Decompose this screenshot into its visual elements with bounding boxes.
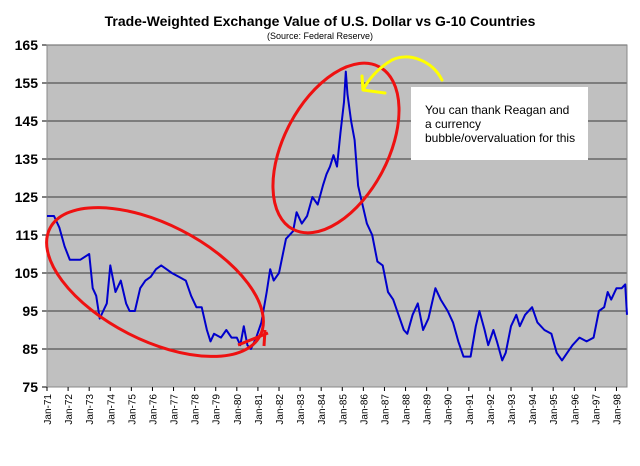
chart-subtitle: (Source: Federal Reserve) — [266, 31, 374, 41]
x-tick-label: Jan-81 — [254, 394, 265, 425]
y-tick-label: 75 — [22, 379, 38, 395]
chart-title: Trade-Weighted Exchange Value of U.S. Do… — [104, 13, 536, 29]
x-tick-label: Jan-93 — [507, 394, 518, 425]
x-tick-label: Jan-77 — [170, 394, 181, 425]
x-tick-label: Jan-76 — [148, 394, 159, 425]
y-tick-label: 165 — [15, 37, 39, 53]
x-tick-label: Jan-85 — [338, 394, 349, 425]
x-tick-label: Jan-79 — [212, 394, 223, 425]
red-circle-1985-peak — [271, 61, 401, 235]
series-line — [47, 70, 628, 362]
hand-drawn-annotations — [45, 55, 444, 358]
x-tick-label: Jan-84 — [317, 394, 328, 425]
x-tick-label: Jan-73 — [85, 394, 96, 425]
x-tick-label: Jan-72 — [64, 394, 75, 425]
y-tick-label: 145 — [15, 113, 39, 129]
x-tick-label: Jan-86 — [359, 394, 370, 425]
x-tick-label: Jan-83 — [296, 394, 307, 425]
annotation-text: You can thank Reagan and a currency bubb… — [425, 103, 576, 145]
yellow-arrow — [360, 55, 444, 95]
y-tick-label: 95 — [22, 303, 38, 319]
y-tick-label: 155 — [15, 75, 39, 91]
x-tick-label: Jan-71 — [43, 394, 54, 425]
x-tick-label: Jan-75 — [127, 394, 138, 425]
x-tick-label: Jan-80 — [233, 394, 244, 425]
x-tick-label: Jan-82 — [275, 394, 286, 425]
y-tick-label: 135 — [15, 151, 39, 167]
x-tick-label: Jan-94 — [528, 394, 539, 425]
x-tick-label: Jan-97 — [591, 394, 602, 425]
annotation-text-box: You can thank Reagan and a currency bubb… — [411, 87, 588, 160]
x-tick-label: Jan-91 — [465, 394, 476, 425]
x-tick-label: Jan-78 — [191, 394, 202, 425]
x-tick-label: Jan-96 — [570, 394, 581, 425]
x-tick-label: Jan-98 — [612, 394, 623, 425]
x-tick-label: Jan-92 — [486, 394, 497, 425]
x-tick-label: Jan-95 — [549, 394, 560, 425]
x-tick-label: Jan-89 — [423, 394, 434, 425]
y-tick-label: 115 — [15, 227, 38, 243]
x-tick-label: Jan-90 — [444, 394, 455, 425]
red-tick-mark — [237, 329, 269, 347]
y-tick-label: 125 — [15, 189, 39, 205]
y-tick-label: 85 — [22, 341, 38, 357]
y-tick-label: 105 — [15, 265, 39, 281]
x-tick-label: Jan-87 — [380, 394, 391, 425]
x-tick-label: Jan-74 — [106, 394, 117, 425]
x-tick-label: Jan-88 — [402, 394, 413, 425]
